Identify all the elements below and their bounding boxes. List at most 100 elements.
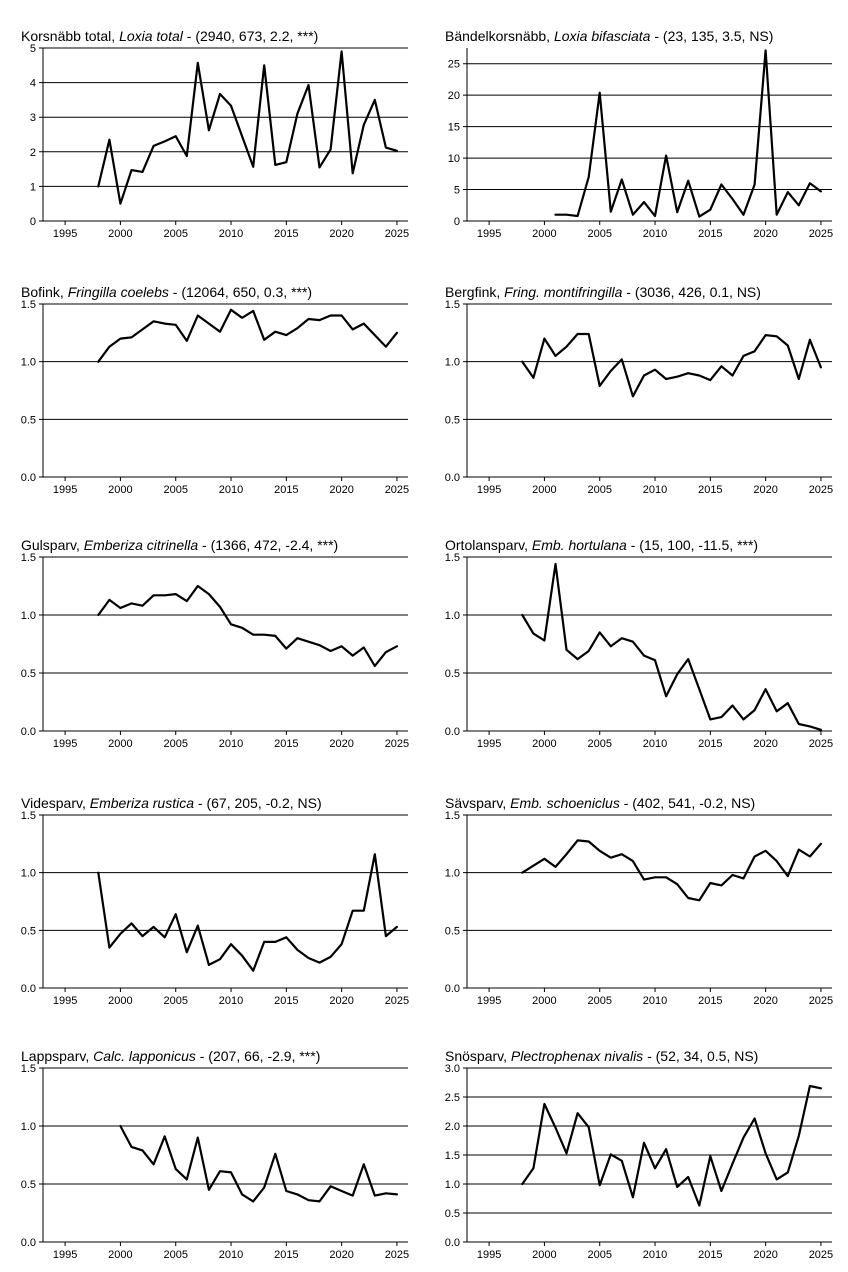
x-tick-label: 1995	[477, 228, 501, 240]
x-tick-label: 2020	[753, 995, 777, 1007]
y-tick-label: 1.5	[445, 552, 460, 564]
title-common-name: Bändelkorsnäbb,	[445, 28, 554, 44]
y-tick-label: 1.5	[21, 1063, 36, 1075]
x-tick-label: 2015	[698, 738, 722, 750]
chart-panel-9: Lappsparv, Calc. lapponicus - (207, 66, …	[21, 1048, 409, 1261]
y-tick-label: 1.5	[21, 552, 36, 564]
title-species-name: Plectrophenax nivalis	[511, 1048, 643, 1064]
y-tick-label: 0.5	[21, 668, 36, 680]
x-tick-label: 2005	[163, 738, 187, 750]
x-tick-label: 2000	[532, 995, 556, 1007]
title-stats: - (12064, 650, 0.3, ***)	[169, 284, 312, 300]
x-tick-label: 2005	[163, 484, 187, 496]
x-tick-label: 2020	[329, 738, 353, 750]
x-tick-label: 2025	[809, 1249, 833, 1261]
y-tick-label: 0.5	[445, 414, 460, 426]
y-tick-label: 1.5	[445, 810, 460, 822]
x-tick-label: 2020	[329, 484, 353, 496]
title-stats: - (15, 100, -11.5, ***)	[627, 537, 758, 553]
x-tick-label: 2025	[385, 1249, 409, 1261]
chart-title: Videsparv, Emberiza rustica - (67, 205, …	[21, 795, 322, 811]
y-tick-label: 1.0	[21, 1121, 36, 1133]
chart-title: Gulsparv, Emberiza citrinella - (1366, 4…	[21, 537, 338, 553]
chart-panel-4: Bergfink, Fring. montifringilla - (3036,…	[445, 284, 833, 496]
x-tick-label: 2005	[163, 995, 187, 1007]
y-tick-label: 1.0	[445, 610, 460, 622]
x-tick-label: 2000	[108, 995, 132, 1007]
y-tick-label: 10	[448, 153, 460, 165]
x-tick-label: 2025	[809, 228, 833, 240]
title-species-name: Calc. lapponicus	[93, 1048, 196, 1064]
y-tick-label: 0.0	[21, 983, 36, 995]
y-tick-label: 0.5	[445, 668, 460, 680]
y-tick-label: 0	[454, 216, 460, 228]
y-tick-label: 0.0	[445, 1237, 460, 1249]
title-common-name: Videsparv,	[21, 795, 90, 811]
x-tick-label: 2005	[587, 1249, 611, 1261]
y-tick-label: 0	[30, 216, 36, 228]
series-line	[521, 332, 823, 398]
y-tick-label: 1.0	[445, 868, 460, 880]
x-tick-label: 2010	[219, 738, 243, 750]
chart-panel-2: Bändelkorsnäbb, Loxia bifasciata - (23, …	[445, 28, 833, 240]
chart-title: Lappsparv, Calc. lapponicus - (207, 66, …	[21, 1048, 320, 1064]
x-tick-label: 2000	[108, 484, 132, 496]
series-line	[97, 584, 398, 668]
title-species-name: Fringilla coelebs	[68, 284, 169, 300]
y-tick-label: 1.0	[445, 357, 460, 369]
y-tick-label: 0.5	[445, 1208, 460, 1220]
x-tick-label: 2000	[108, 228, 132, 240]
x-tick-label: 1995	[53, 484, 77, 496]
y-tick-label: 2	[30, 147, 36, 159]
series-line	[119, 1124, 398, 1203]
x-tick-label: 1995	[53, 1249, 77, 1261]
x-tick-label: 2020	[753, 228, 777, 240]
x-tick-label: 2025	[385, 484, 409, 496]
title-species-name: Emberiza rustica	[90, 795, 194, 811]
x-tick-label: 2005	[587, 484, 611, 496]
chart-title: Ortolansparv, Emb. hortulana - (15, 100,…	[445, 537, 758, 553]
title-species-name: Fring. montifringilla	[504, 284, 622, 300]
title-species-name: Emb. schoeniclus	[510, 795, 620, 811]
x-tick-label: 2000	[532, 228, 556, 240]
series-line	[97, 308, 398, 363]
chart-title: Sävsparv, Emb. schoeniclus - (402, 541, …	[445, 795, 755, 811]
y-tick-label: 0.0	[21, 1237, 36, 1249]
title-stats: - (67, 205, -0.2, NS)	[194, 795, 322, 811]
x-tick-label: 2015	[274, 995, 298, 1007]
y-tick-label: 0.5	[21, 414, 36, 426]
y-tick-label: 15	[448, 122, 460, 134]
x-tick-label: 2010	[219, 484, 243, 496]
title-stats: - (3036, 426, 0.1, NS)	[622, 284, 761, 300]
title-species-name: Emb. hortulana	[532, 537, 627, 553]
series-line	[521, 562, 823, 731]
x-tick-label: 2020	[329, 228, 353, 240]
y-tick-label: 0.0	[21, 726, 36, 738]
x-tick-label: 1995	[477, 738, 501, 750]
x-tick-label: 2010	[643, 995, 667, 1007]
x-tick-label: 2010	[643, 484, 667, 496]
chart-panel-3: Bofink, Fringilla coelebs - (12064, 650,…	[21, 284, 409, 496]
chart-panel-6: Ortolansparv, Emb. hortulana - (15, 100,…	[445, 537, 833, 750]
x-tick-label: 1995	[53, 995, 77, 1007]
title-stats: - (52, 34, 0.5, NS)	[643, 1048, 758, 1064]
x-tick-label: 2025	[809, 484, 833, 496]
y-tick-label: 4	[30, 78, 36, 90]
x-tick-label: 2000	[532, 484, 556, 496]
x-tick-label: 2015	[274, 738, 298, 750]
title-stats: - (1366, 472, -2.4, ***)	[198, 537, 338, 553]
title-common-name: Snösparv,	[445, 1048, 511, 1064]
x-tick-label: 2020	[753, 484, 777, 496]
title-common-name: Ortolansparv,	[445, 537, 532, 553]
y-tick-label: 20	[448, 90, 460, 102]
x-tick-label: 2025	[385, 228, 409, 240]
series-line	[554, 49, 823, 218]
x-tick-label: 2005	[163, 228, 187, 240]
chart-panel-7: Videsparv, Emberiza rustica - (67, 205, …	[21, 795, 409, 1007]
chart-title: Bofink, Fringilla coelebs - (12064, 650,…	[21, 284, 312, 300]
x-tick-label: 1995	[477, 995, 501, 1007]
x-tick-label: 2020	[753, 738, 777, 750]
y-tick-label: 1.5	[445, 299, 460, 311]
x-tick-label: 1995	[53, 228, 77, 240]
